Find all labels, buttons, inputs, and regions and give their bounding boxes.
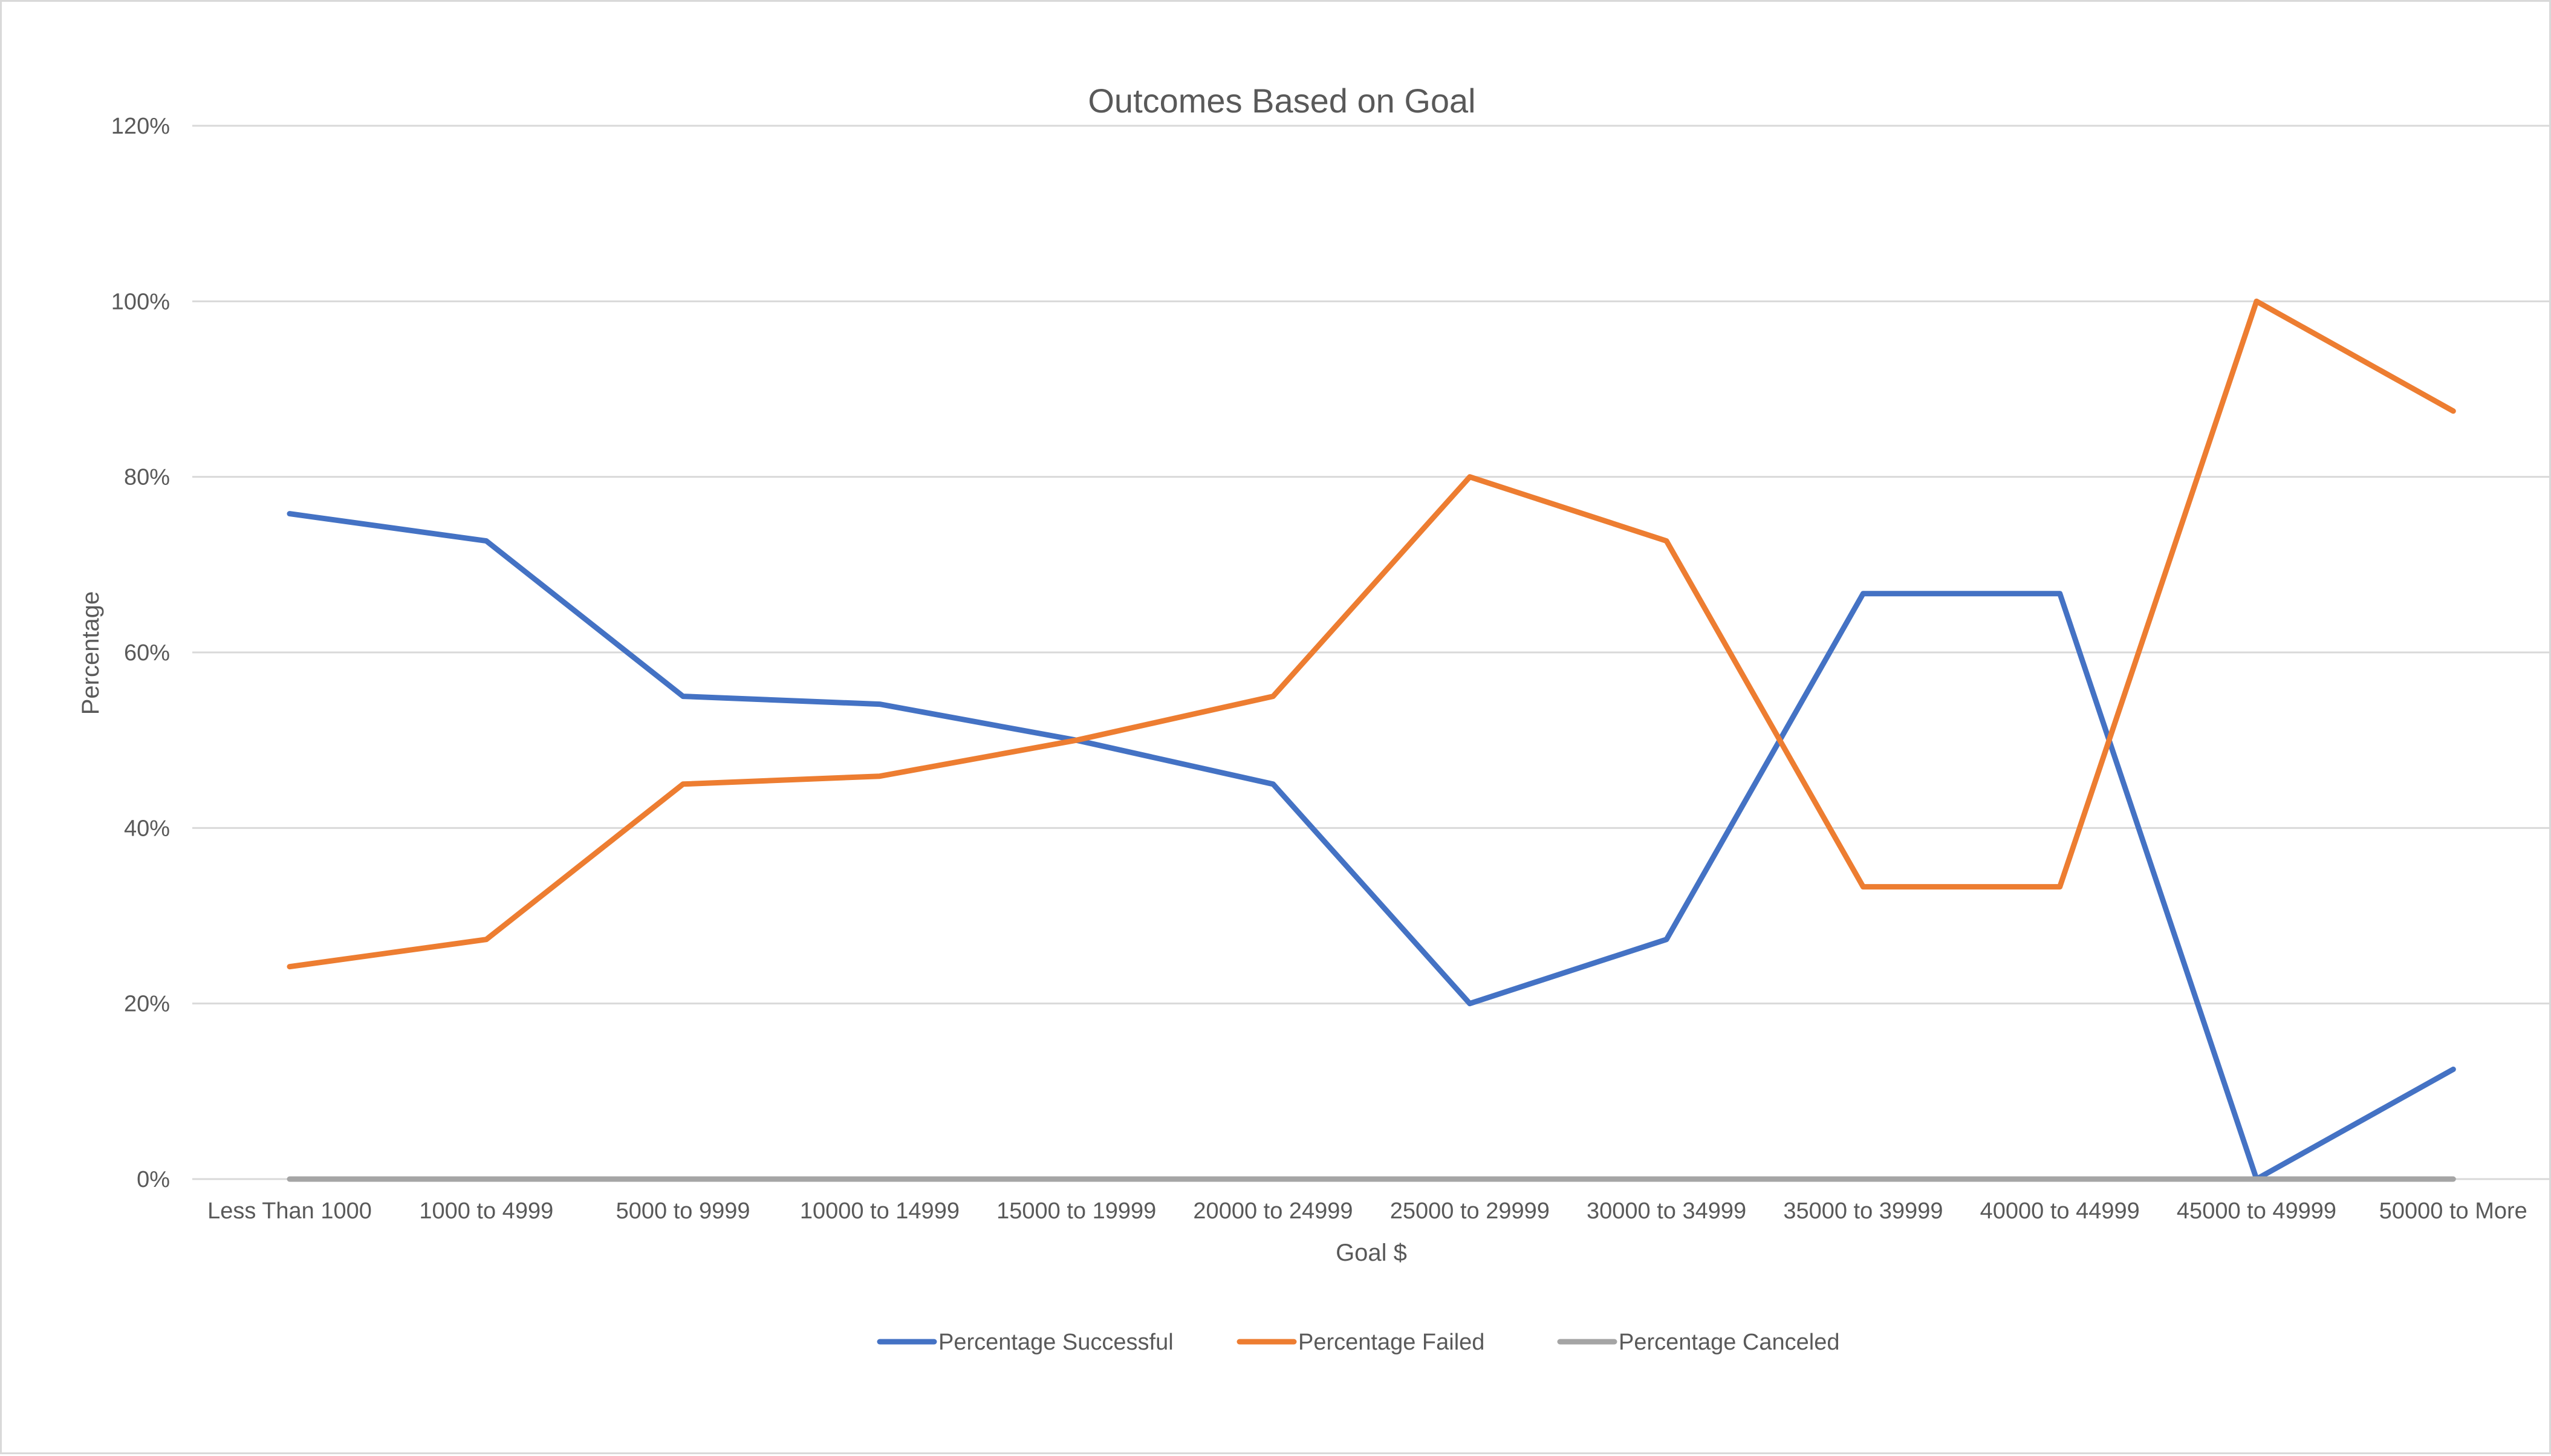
y-tick-label: 120% (111, 114, 170, 139)
x-tick-label: 50000 to More (2379, 1198, 2527, 1224)
x-tick-label: 15000 to 19999 (996, 1198, 1156, 1224)
y-tick-label: 80% (124, 465, 170, 490)
x-tick-label: 40000 to 44999 (1980, 1198, 2140, 1224)
x-axis-title: Goal $ (1336, 1240, 1407, 1266)
x-tick-label: 35000 to 39999 (1783, 1198, 1943, 1224)
legend-label: Percentage Failed (1298, 1330, 1484, 1355)
y-tick-label: 20% (124, 992, 170, 1017)
series-line-percentage-successful (290, 514, 2453, 1179)
legend-label: Percentage Canceled (1619, 1330, 1839, 1355)
y-tick-label: 100% (111, 289, 170, 314)
x-tick-label: 20000 to 24999 (1193, 1198, 1353, 1224)
legend-item: Percentage Failed (1240, 1330, 1484, 1355)
x-tick-label: Less Than 1000 (207, 1198, 372, 1224)
y-axis-ticks: 0% 20% 40% 60% 80% 100% 120% (111, 114, 170, 1192)
x-tick-label: 25000 to 29999 (1390, 1198, 1550, 1224)
series-line-percentage-failed (290, 301, 2453, 966)
y-tick-label: 60% (124, 640, 170, 666)
x-tick-label: 5000 to 9999 (616, 1198, 750, 1224)
x-tick-label: 30000 to 34999 (1587, 1198, 1746, 1224)
x-tick-label: 10000 to 14999 (800, 1198, 960, 1224)
x-tick-label: 1000 to 4999 (419, 1198, 553, 1224)
legend-item: Percentage Canceled (1560, 1330, 1839, 1355)
y-tick-label: 40% (124, 816, 170, 841)
legend: Percentage Successful Percentage Failed Pe… (880, 1330, 1839, 1355)
chart-title: Outcomes Based on Goal (1088, 82, 1475, 120)
legend-item: Percentage Successful (880, 1330, 1174, 1355)
y-tick-label: 0% (137, 1167, 170, 1192)
series-lines (290, 301, 2454, 1179)
gridlines (192, 126, 2549, 1179)
y-axis-title: Percentage (77, 591, 104, 715)
legend-label: Percentage Successful (938, 1330, 1174, 1355)
x-tick-label: 45000 to 49999 (2177, 1198, 2336, 1224)
x-axis-ticks: Less Than 1000 1000 to 4999 5000 to 9999 10… (207, 1198, 2527, 1224)
